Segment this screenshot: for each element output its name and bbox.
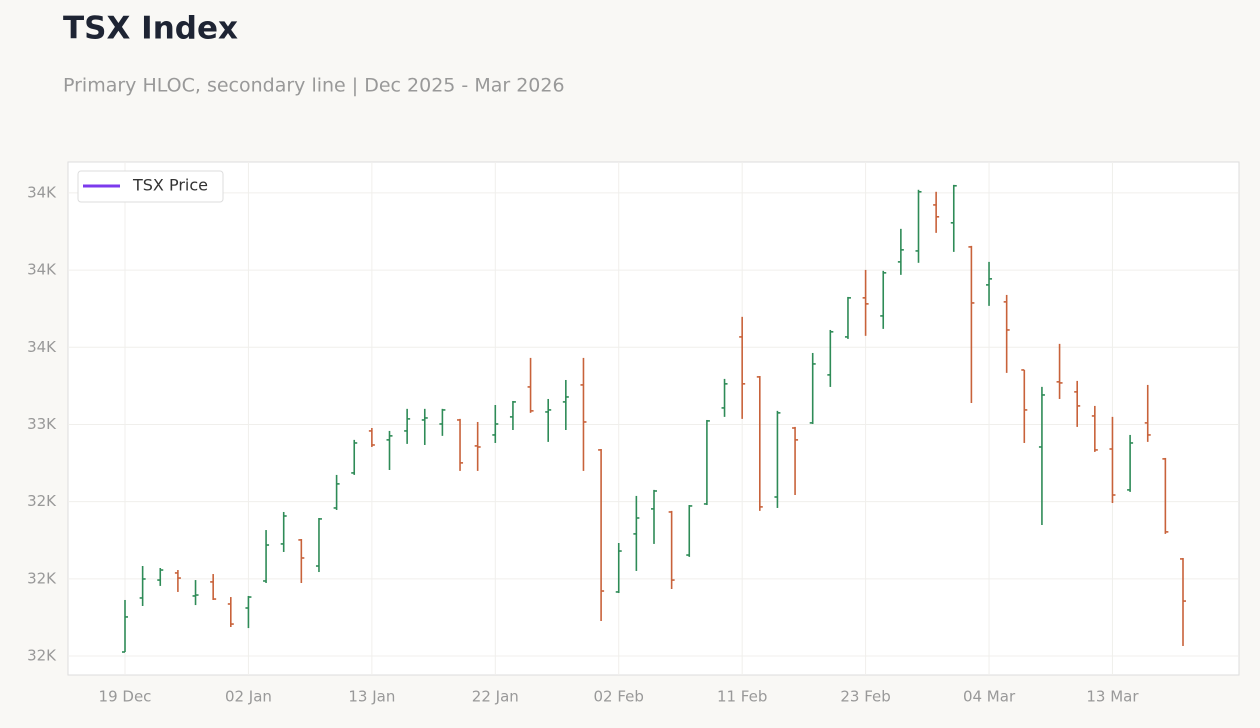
- x-tick-label: 13 Jan: [348, 688, 395, 706]
- y-tick-label: 32K: [27, 492, 57, 510]
- x-tick-label: 19 Dec: [99, 688, 152, 706]
- x-tick-label: 11 Feb: [717, 688, 767, 706]
- plot-area: [67, 161, 1240, 676]
- x-tick-label: 22 Jan: [472, 688, 519, 706]
- y-tick-label: 32K: [27, 569, 57, 587]
- x-tick-label: 04 Mar: [963, 688, 1016, 706]
- x-tick-label: 13 Mar: [1086, 688, 1139, 706]
- legend-box: [77, 170, 224, 203]
- x-tick-label: 02 Jan: [225, 688, 272, 706]
- legend-label: TSX Price: [132, 176, 208, 195]
- y-tick-label: 34K: [27, 183, 57, 201]
- y-tick-label: 33K: [27, 415, 57, 433]
- x-tick-label: 02 Feb: [594, 688, 644, 706]
- x-tick-label: 23 Feb: [840, 688, 890, 706]
- y-tick-label: 34K: [27, 261, 57, 279]
- chart-subtitle: Primary HLOC, secondary line | Dec 2025 …: [63, 75, 565, 97]
- chart-title: TSX Index: [63, 11, 238, 47]
- y-tick-label: 34K: [27, 338, 57, 356]
- y-tick-label: 32K: [27, 647, 57, 665]
